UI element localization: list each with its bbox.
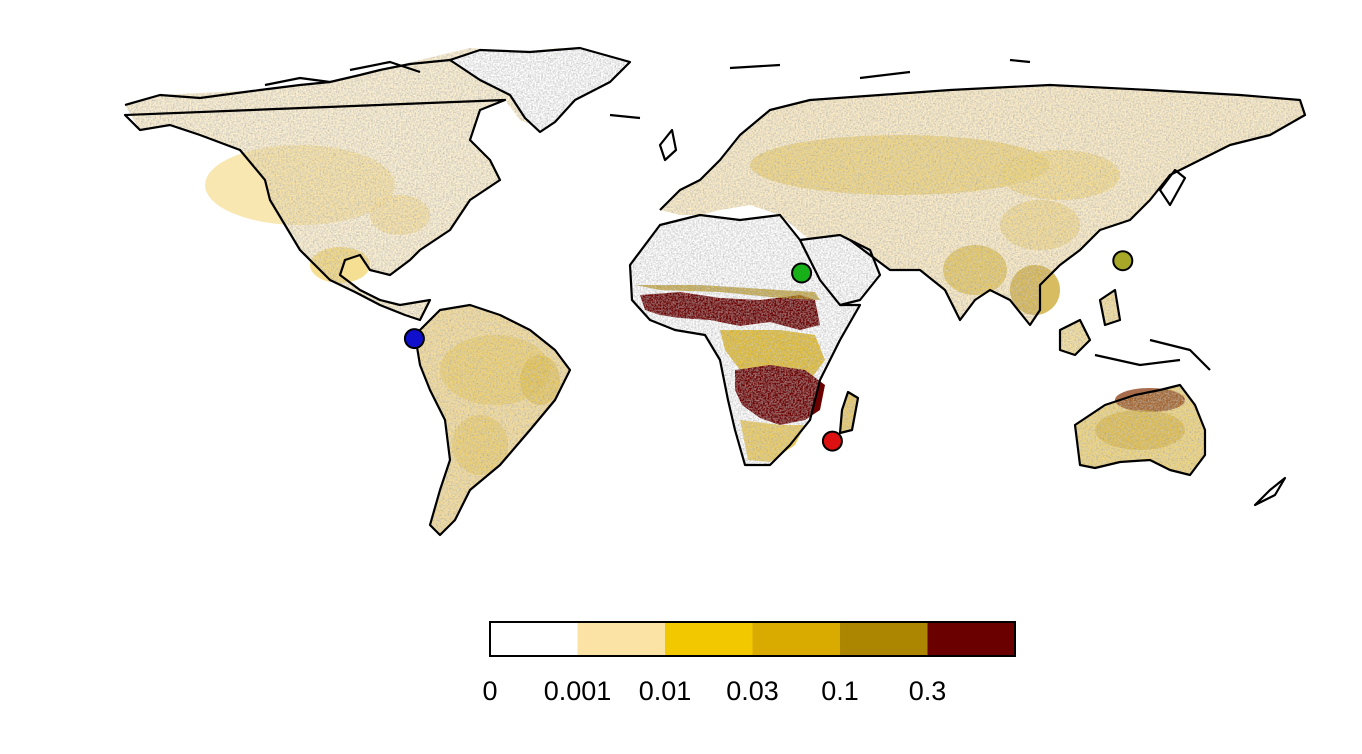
legend-label-1: 0.001 (544, 676, 612, 706)
africa-coast (628, 213, 862, 467)
japan-coast (1158, 168, 1187, 207)
legend-label-2: 0.01 (639, 676, 692, 706)
south-america-coast (413, 303, 572, 537)
coastlines (123, 46, 1307, 537)
legend-swatch-4 (840, 622, 928, 656)
madagascar-coast (838, 390, 860, 435)
indonesia-coast (1058, 288, 1211, 371)
uk-coast (658, 128, 678, 162)
arabia-coast (799, 233, 882, 307)
legend-label-5: 0.3 (909, 676, 947, 706)
south-america-site-marker (403, 328, 425, 350)
arctic-islands-coast (264, 58, 1031, 120)
legend-swatch-5 (927, 622, 1015, 656)
legend-swatch-2 (665, 622, 753, 656)
legend-border (489, 621, 1016, 657)
southern-africa-site-marker (821, 430, 843, 452)
australia-coast (1073, 383, 1207, 477)
sahara-site-marker (791, 262, 813, 284)
legend-swatch-1 (577, 622, 665, 656)
india-site-marker (1112, 250, 1134, 272)
legend-label-0: 0 (482, 676, 497, 706)
legend-label-3: 0.03 (726, 676, 779, 706)
new-zealand-coast (1253, 476, 1287, 507)
north-america-coast (123, 58, 507, 322)
color-legend: 0 0.001 0.01 0.03 0.1 0.3 (482, 621, 1016, 706)
site-markers (403, 250, 1134, 452)
legend-label-4: 0.1 (821, 676, 859, 706)
greenland-coast (448, 46, 632, 134)
legend-swatch-3 (752, 622, 840, 656)
legend-swatch-0 (490, 622, 578, 656)
